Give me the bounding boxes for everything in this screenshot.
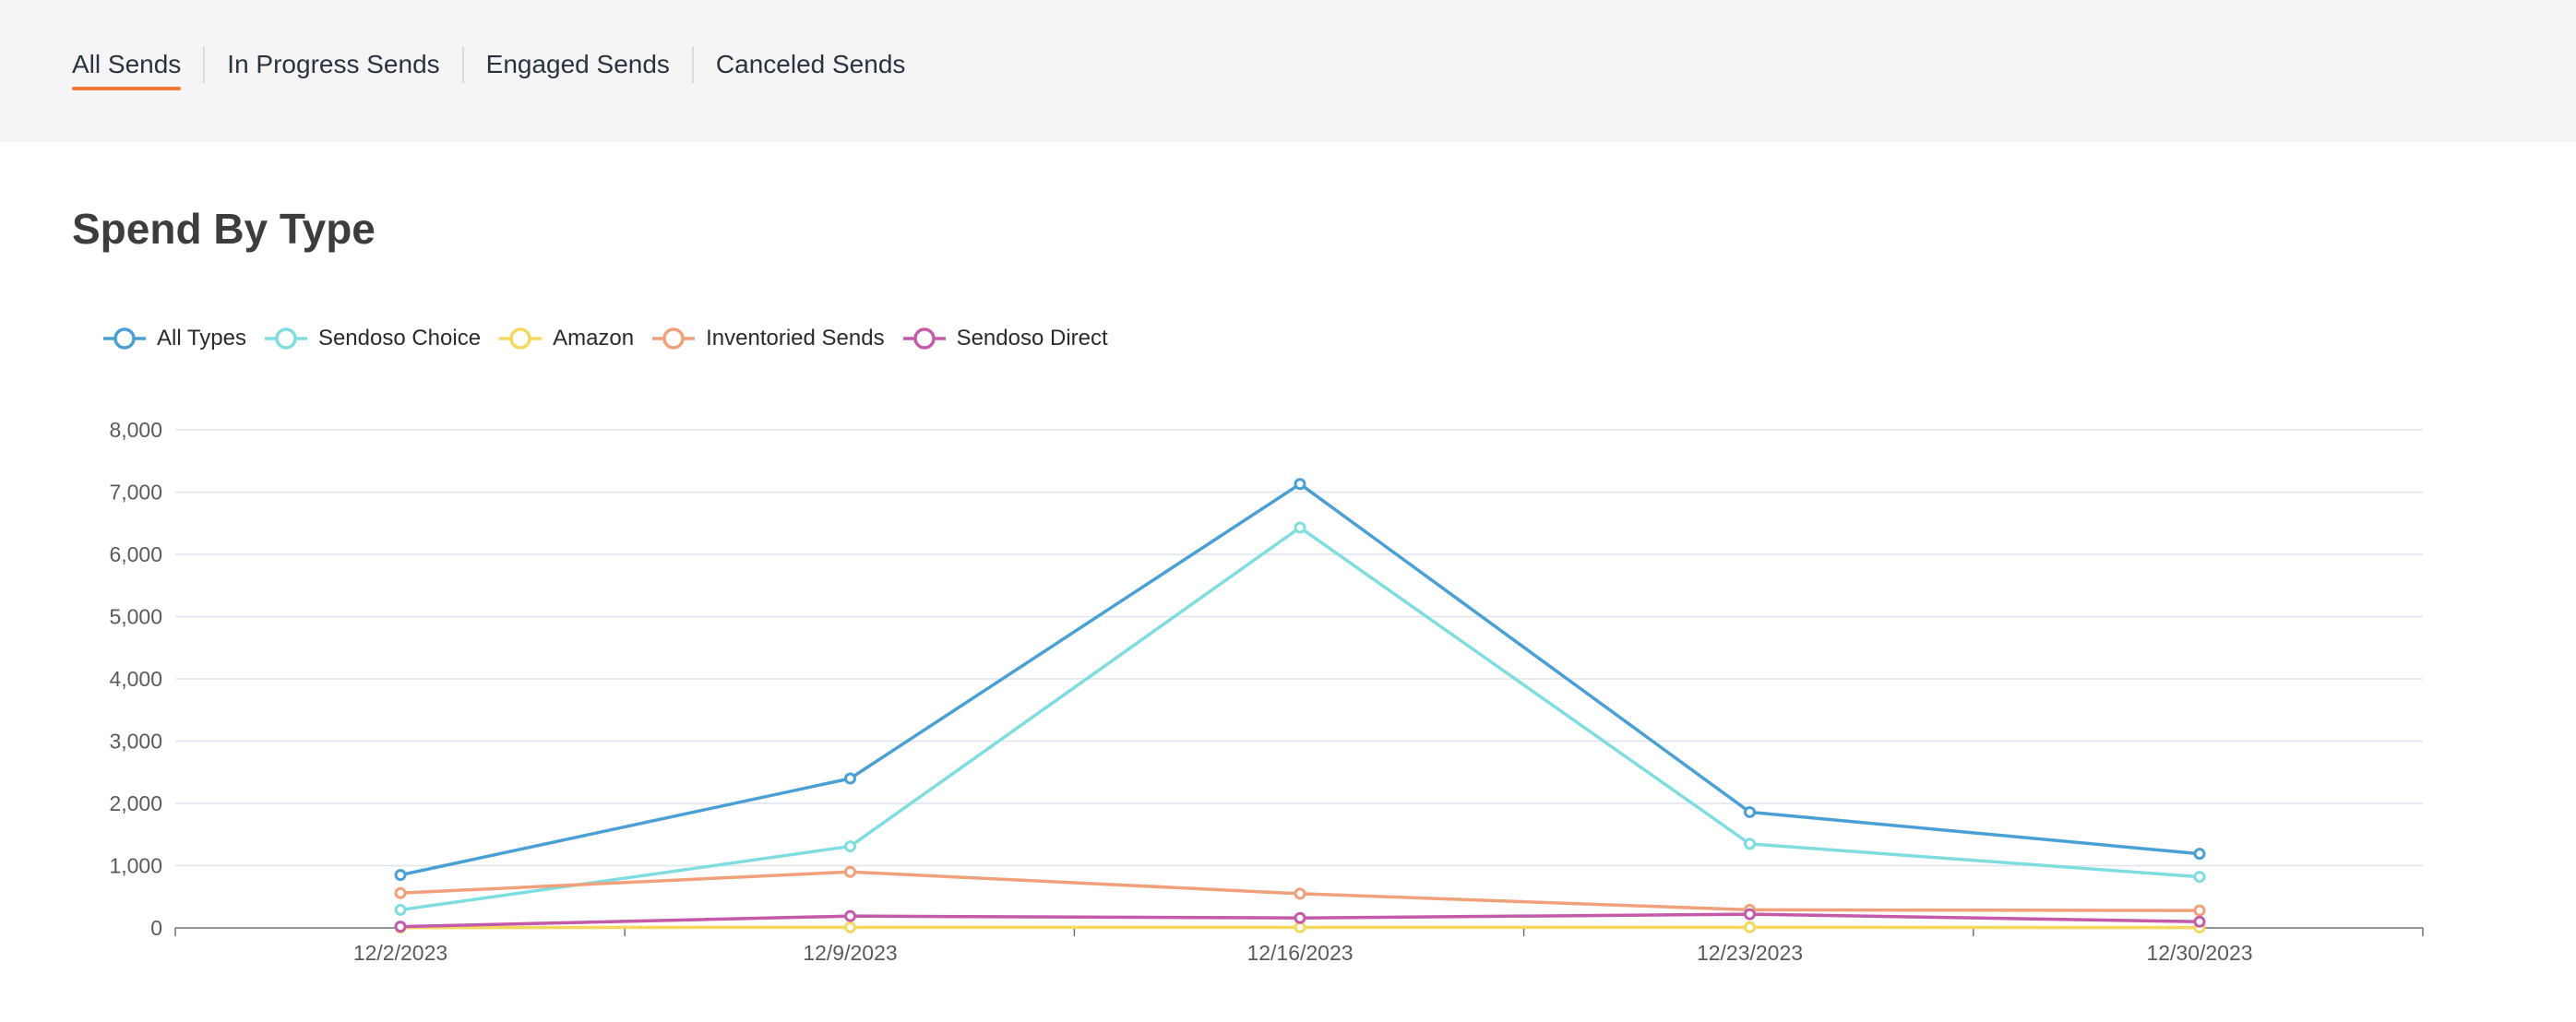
y-tick-label-2: 2,000 xyxy=(109,791,162,815)
legend-swatch-all-types xyxy=(103,327,146,350)
legend-swatch-amazon xyxy=(499,327,543,350)
y-tick-label-5: 5,000 xyxy=(109,605,162,629)
data-point-inventoried-sends-2 xyxy=(1294,887,1306,900)
data-point-inventoried-sends-4 xyxy=(2193,904,2206,917)
data-point-sendoso-choice-1 xyxy=(844,840,856,853)
page-title: Spend By Type xyxy=(72,205,376,253)
legend-swatch-sendoso-choice xyxy=(264,327,307,350)
x-tick-label-0: 12/2/2023 xyxy=(353,941,447,965)
y-tick-label-8: 8,000 xyxy=(109,418,162,442)
data-point-sendoso-direct-3 xyxy=(1744,908,1756,921)
legend-item-all-types[interactable]: All Types xyxy=(101,325,246,352)
x-tick-label-1: 12/9/2023 xyxy=(803,941,897,965)
data-point-sendoso-direct-1 xyxy=(844,909,856,922)
data-point-sendoso-direct-4 xyxy=(2193,915,2206,928)
data-point-amazon-3 xyxy=(1744,921,1756,933)
tab-all-sends[interactable]: All Sends xyxy=(72,46,203,90)
legend-swatch-sendoso-direct xyxy=(902,327,946,350)
y-tick-label-6: 6,000 xyxy=(109,542,162,566)
top-nav-bar: All Sends In Progress Sends Engaged Send… xyxy=(0,0,2576,142)
tab-engaged-sends[interactable]: Engaged Sends xyxy=(461,46,692,83)
legend-label-all-types: All Types xyxy=(157,326,246,351)
data-point-all-types-2 xyxy=(1294,478,1306,491)
series-line-sendoso-choice xyxy=(400,526,2200,912)
data-point-sendoso-choice-3 xyxy=(1744,838,1756,850)
legend-item-amazon[interactable]: Amazon xyxy=(497,325,634,352)
legend-item-inventoried-sends[interactable]: Inventoried Sends xyxy=(650,325,885,352)
send-tabs: All Sends In Progress Sends Engaged Send… xyxy=(72,46,927,90)
y-tick-label-7: 7,000 xyxy=(109,481,162,505)
data-point-sendoso-choice-0 xyxy=(394,903,407,916)
data-point-all-types-0 xyxy=(394,869,407,882)
data-point-all-types-1 xyxy=(844,772,856,785)
tab-in-progress-sends[interactable]: In Progress Sends xyxy=(203,46,461,83)
tab-canceled-sends[interactable]: Canceled Sends xyxy=(691,46,927,83)
y-tick-label-3: 3,000 xyxy=(109,730,162,754)
y-tick-label-4: 4,000 xyxy=(109,667,162,691)
chart-legend: All Types Sendoso Choice Amazon Inventoried… xyxy=(101,325,1125,352)
x-tick-label-2: 12/16/2023 xyxy=(1246,941,1353,965)
legend-swatch-inventoried-sends xyxy=(652,327,696,350)
x-tick-label-3: 12/23/2023 xyxy=(1697,941,1803,965)
data-point-all-types-3 xyxy=(1744,805,1756,818)
legend-label-amazon: Amazon xyxy=(553,326,635,351)
data-point-amazon-2 xyxy=(1294,921,1306,933)
data-point-inventoried-sends-1 xyxy=(844,865,856,878)
data-point-sendoso-direct-2 xyxy=(1294,911,1306,924)
data-point-sendoso-direct-0 xyxy=(394,921,407,933)
legend-label-sendoso-direct: Sendoso Direct xyxy=(956,326,1108,351)
data-point-amazon-1 xyxy=(844,921,856,933)
legend-item-sendoso-direct[interactable]: Sendoso Direct xyxy=(901,325,1108,352)
data-point-sendoso-choice-4 xyxy=(2193,871,2206,884)
legend-label-sendoso-choice: Sendoso Choice xyxy=(317,326,482,351)
y-tick-label-1: 1,000 xyxy=(109,854,162,878)
legend-item-sendoso-choice[interactable]: Sendoso Choice xyxy=(263,325,481,352)
y-tick-label-0: 0 xyxy=(150,916,162,940)
data-point-all-types-4 xyxy=(2193,848,2206,861)
data-point-inventoried-sends-0 xyxy=(394,886,407,899)
x-tick-label-4: 12/30/2023 xyxy=(2146,941,2252,965)
legend-label-inventoried-sends: Inventoried Sends xyxy=(706,326,885,351)
data-point-sendoso-choice-2 xyxy=(1294,521,1306,534)
